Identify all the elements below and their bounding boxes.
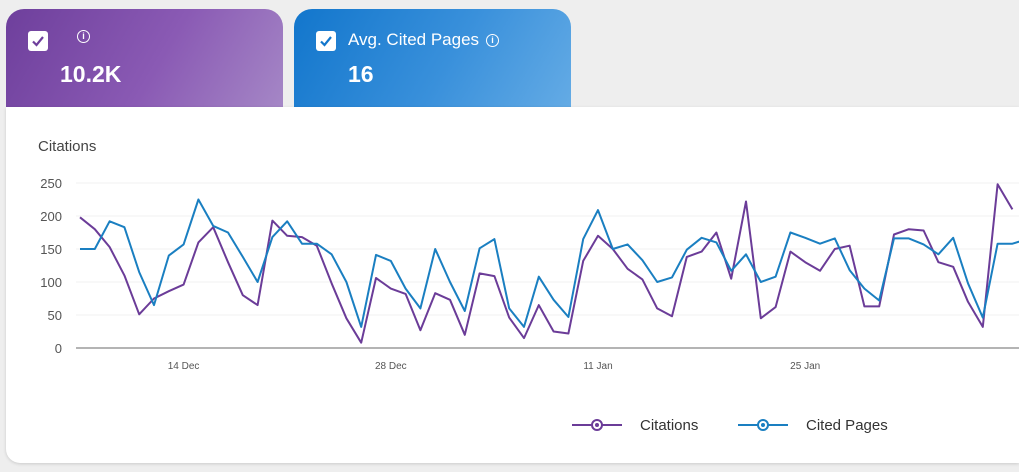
y-tick-label: 250 bbox=[40, 176, 62, 191]
y-tick-label: 50 bbox=[48, 308, 62, 323]
info-icon[interactable]: i bbox=[77, 30, 90, 43]
chart-title: Citations bbox=[38, 138, 96, 155]
series-line-cited-pages[interactable] bbox=[80, 198, 1019, 328]
cited-pages-checkbox[interactable] bbox=[316, 31, 336, 51]
y-tick-label: 150 bbox=[40, 242, 62, 257]
series-line-citations[interactable] bbox=[79, 183, 1014, 344]
legend-item-citations[interactable]: Citations bbox=[572, 417, 698, 434]
cited-pages-card-label: Avg. Cited Pages bbox=[348, 30, 480, 49]
x-tick-label: 14 Dec bbox=[168, 361, 200, 372]
citations-card-label-row: i bbox=[60, 30, 90, 43]
x-tick-label: 25 Jan bbox=[790, 361, 820, 372]
y-tick-label: 0 bbox=[55, 341, 62, 356]
legend-label: Citations bbox=[640, 417, 698, 434]
legend-marker-dot bbox=[595, 423, 599, 427]
citations-checkbox[interactable] bbox=[28, 31, 48, 51]
y-tick-label: 100 bbox=[40, 275, 62, 290]
x-tick-label: 11 Jan bbox=[583, 361, 612, 372]
chart-panel: Citations 0 50 100 150 200 250 14 Dec 28 Dec 11… bbox=[6, 107, 1019, 463]
legend-marker-dot bbox=[761, 423, 765, 427]
check-icon bbox=[320, 36, 332, 47]
info-icon[interactable]: i bbox=[486, 33, 500, 47]
cited-pages-card-label-row: Avg. Cited Pages i bbox=[348, 30, 500, 50]
citations-card-value: 10.2K bbox=[60, 61, 122, 87]
check-icon bbox=[32, 36, 44, 47]
y-tick-label: 200 bbox=[40, 209, 62, 224]
citations-card[interactable]: i 10.2K bbox=[6, 9, 283, 108]
cited-pages-card[interactable]: Avg. Cited Pages i 16 bbox=[294, 9, 571, 108]
cited-pages-card-value: 16 bbox=[348, 61, 374, 87]
x-tick-label: 28 Dec bbox=[375, 361, 407, 372]
legend-item-cited-pages[interactable]: Cited Pages bbox=[738, 417, 888, 434]
legend-label: Cited Pages bbox=[806, 417, 888, 434]
line-chart: Citations 0 50 100 150 200 250 14 Dec 28 Dec 11… bbox=[38, 138, 1019, 434]
